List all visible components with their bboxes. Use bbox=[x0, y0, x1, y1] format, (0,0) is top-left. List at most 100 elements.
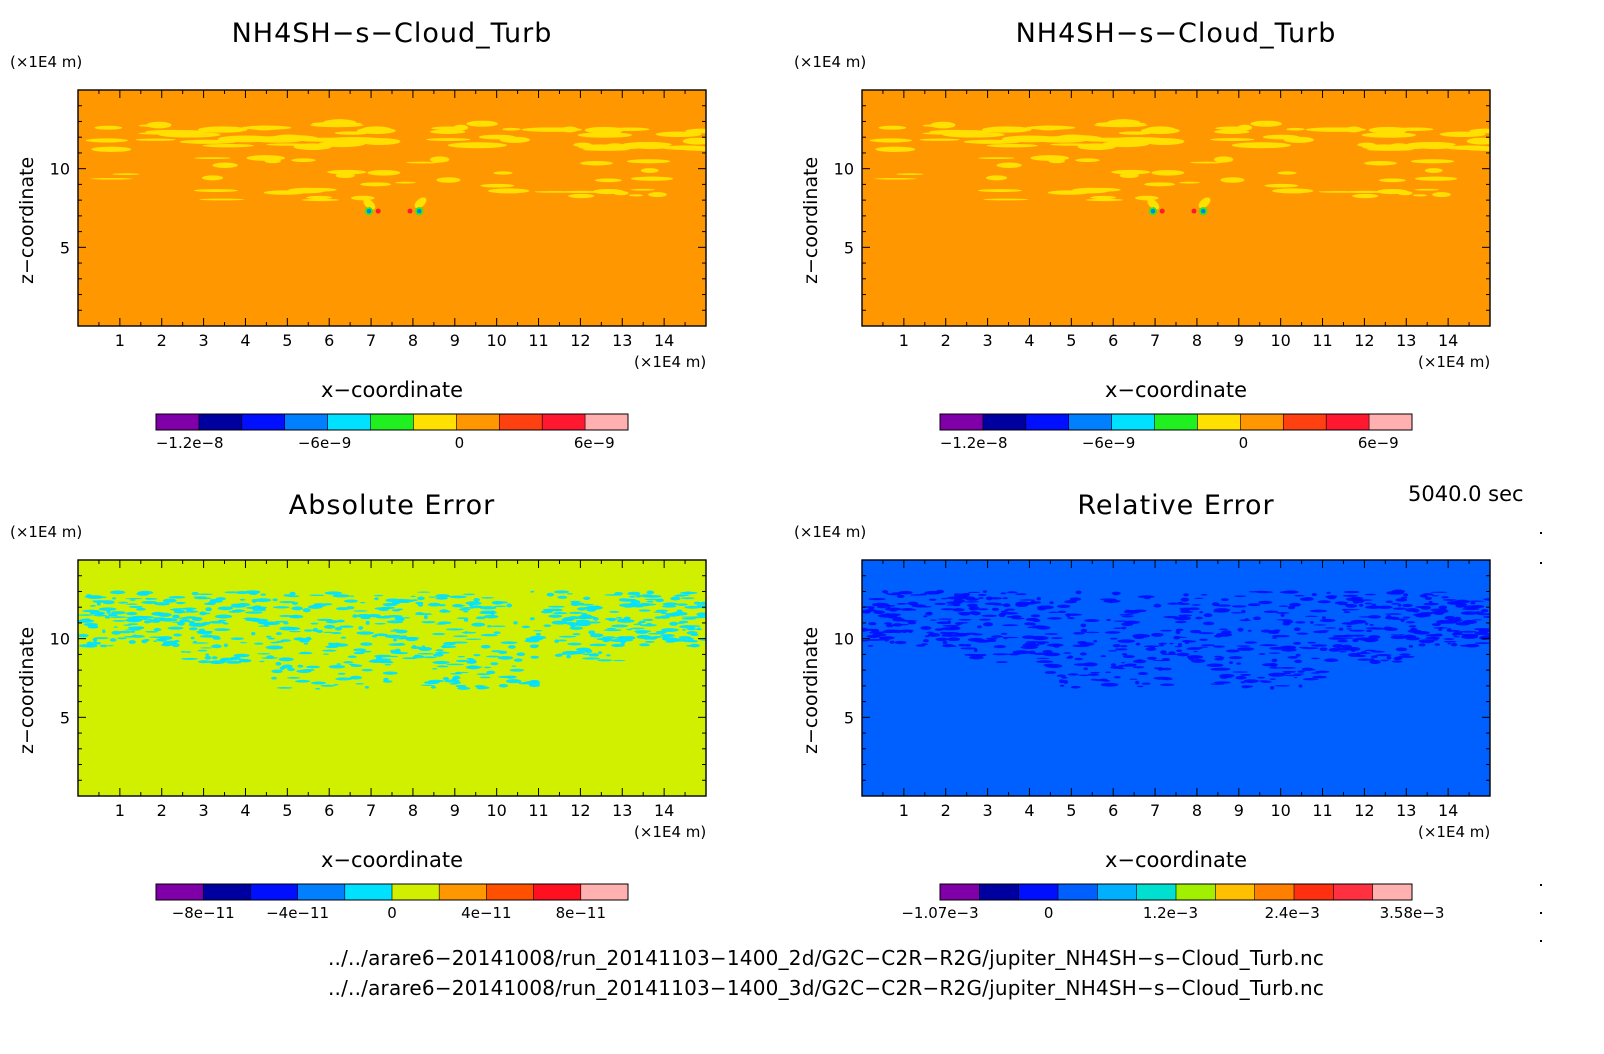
error-speckle bbox=[118, 601, 129, 604]
error-speckle bbox=[567, 616, 581, 620]
error-speckle bbox=[1113, 620, 1127, 622]
error-speckle bbox=[1365, 605, 1382, 609]
error-speckle bbox=[868, 622, 877, 626]
chart-title: Relative Error bbox=[1077, 490, 1275, 521]
colorbar-segment bbox=[156, 414, 200, 430]
cloud-patch bbox=[630, 188, 655, 191]
colorbar-segment bbox=[1254, 884, 1295, 900]
error-speckle bbox=[942, 643, 955, 648]
error-speckle bbox=[1201, 644, 1216, 647]
error-speckle bbox=[288, 630, 302, 633]
error-speckle bbox=[622, 598, 637, 601]
error-speckle bbox=[1283, 590, 1299, 594]
colorbar-segment bbox=[1197, 414, 1241, 430]
error-speckle bbox=[150, 619, 161, 623]
error-speckle bbox=[280, 639, 292, 642]
error-speckle bbox=[589, 643, 607, 647]
error-speckle bbox=[92, 637, 98, 642]
error-speckle bbox=[969, 608, 975, 611]
colorbar-segment bbox=[486, 884, 535, 900]
error-speckle bbox=[480, 644, 491, 649]
error-speckle bbox=[1365, 627, 1383, 630]
error-speckle bbox=[686, 631, 698, 635]
error-speckle bbox=[1199, 638, 1208, 641]
cloud-patch bbox=[1082, 187, 1121, 192]
cloud-patch bbox=[360, 182, 392, 187]
y-tick-label: 5 bbox=[60, 238, 70, 257]
y-unit-label: (×1E4 m) bbox=[794, 523, 867, 541]
colorbar-segment bbox=[982, 414, 1027, 430]
error-speckle bbox=[323, 624, 336, 629]
error-speckle bbox=[1446, 628, 1452, 632]
error-speckle bbox=[686, 625, 701, 627]
error-speckle bbox=[1259, 644, 1278, 647]
error-speckle bbox=[1479, 635, 1490, 639]
cloud-patch bbox=[930, 121, 956, 129]
colorbar-segment bbox=[297, 884, 346, 900]
error-speckle bbox=[159, 618, 178, 622]
error-speckle bbox=[1035, 660, 1054, 664]
error-speckle bbox=[1151, 632, 1164, 637]
error-speckle bbox=[678, 620, 689, 624]
error-speckle bbox=[359, 601, 366, 604]
error-speckle bbox=[679, 591, 698, 595]
error-speckle bbox=[1309, 620, 1314, 624]
error-speckle bbox=[452, 604, 464, 608]
error-speckle bbox=[675, 594, 690, 597]
error-speckle bbox=[1136, 685, 1144, 688]
error-speckle bbox=[423, 681, 440, 685]
error-speckle bbox=[168, 596, 186, 599]
cloud-patch bbox=[1262, 134, 1300, 140]
error-speckle bbox=[117, 637, 127, 640]
x-tick-label: 9 bbox=[450, 801, 460, 820]
error-speckle bbox=[423, 615, 428, 620]
error-speckle bbox=[611, 624, 629, 628]
error-speckle bbox=[231, 603, 239, 607]
error-speckle bbox=[617, 619, 635, 623]
cloud-patch bbox=[919, 138, 960, 141]
error-speckle bbox=[167, 626, 184, 630]
vortex-feature bbox=[1198, 197, 1211, 209]
error-speckle bbox=[887, 616, 902, 619]
error-speckle bbox=[1245, 618, 1249, 621]
cloud-patch bbox=[1432, 192, 1451, 198]
error-speckle bbox=[1276, 619, 1292, 621]
error-speckle bbox=[1380, 659, 1389, 662]
error-speckle bbox=[936, 621, 951, 625]
error-speckle bbox=[1146, 656, 1157, 660]
error-speckle bbox=[197, 649, 208, 652]
cloud-patch bbox=[158, 131, 221, 138]
error-speckle bbox=[198, 660, 211, 664]
error-speckle bbox=[566, 593, 573, 595]
error-speckle bbox=[1036, 596, 1042, 601]
error-speckle bbox=[946, 596, 965, 600]
error-speckle bbox=[335, 607, 350, 611]
colorbar-segment bbox=[156, 884, 204, 900]
x-tick-label: 3 bbox=[199, 801, 209, 820]
error-speckle bbox=[463, 610, 469, 613]
error-speckle bbox=[991, 607, 1000, 611]
error-speckle bbox=[1255, 591, 1274, 594]
error-speckle bbox=[661, 605, 677, 608]
error-speckle bbox=[542, 608, 555, 611]
error-speckle bbox=[451, 641, 468, 644]
cloud-patch bbox=[580, 160, 613, 166]
error-speckle bbox=[220, 657, 234, 661]
cloud-patch bbox=[1397, 191, 1413, 196]
error-speckle bbox=[912, 609, 917, 611]
error-speckle bbox=[896, 594, 905, 598]
error-speckle bbox=[639, 620, 646, 624]
error-speckle bbox=[1317, 600, 1331, 604]
error-speckle bbox=[1247, 603, 1261, 607]
error-speckle bbox=[172, 614, 180, 619]
error-speckle bbox=[513, 658, 523, 662]
x-tick-label: 10 bbox=[486, 331, 506, 350]
error-speckle bbox=[397, 642, 405, 646]
error-speckle bbox=[980, 653, 987, 656]
colorbar-label: −1.2e−8 bbox=[940, 434, 1008, 452]
error-speckle bbox=[1408, 625, 1417, 628]
error-speckle bbox=[1340, 637, 1354, 639]
error-speckle bbox=[1159, 683, 1175, 687]
error-speckle bbox=[623, 605, 634, 608]
error-speckle bbox=[493, 631, 501, 635]
